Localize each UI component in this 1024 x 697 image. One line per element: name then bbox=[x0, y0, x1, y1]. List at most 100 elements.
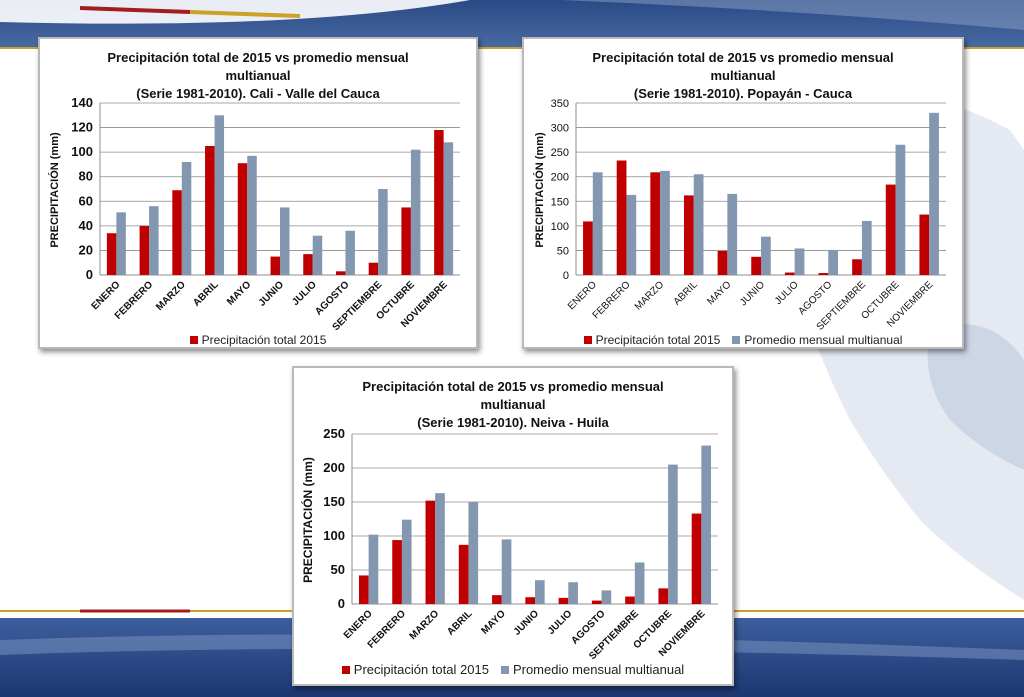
y-tick-label: 60 bbox=[79, 193, 93, 208]
bar-promedio-multianual-agosto bbox=[345, 230, 355, 275]
bar-precipitacion-2015-mayo bbox=[492, 595, 502, 604]
chart-title: Precipitación total de 2015 vs promedio … bbox=[524, 49, 962, 103]
bar-promedio-multianual-julio bbox=[568, 582, 578, 604]
bar-precipitacion-2015-abril bbox=[683, 195, 694, 275]
chart-title-line-3: (Serie 1981-2010). Cali - Valle del Cauc… bbox=[136, 86, 380, 101]
chart-title-line-1: Precipitación total de 2015 vs promedio … bbox=[362, 379, 664, 394]
bar-promedio-multianual-febrero bbox=[149, 206, 159, 275]
bar-precipitacion-2015-septiembre bbox=[368, 262, 379, 275]
x-category-label: ENERO bbox=[90, 279, 123, 312]
bar-promedio-multianual-noviembre bbox=[701, 445, 712, 604]
legend-item: Precipitación total 2015 bbox=[341, 662, 489, 677]
bar-promedio-multianual-febrero bbox=[401, 519, 412, 604]
y-tick-label: 50 bbox=[557, 245, 569, 257]
y-tick-label: 200 bbox=[323, 460, 345, 475]
x-category-label: JUNIO bbox=[738, 279, 767, 308]
bar-precipitacion-2015-abril bbox=[458, 544, 469, 604]
bar-promedio-multianual-junio bbox=[280, 207, 290, 275]
bar-precipitacion-2015-junio bbox=[525, 597, 535, 604]
bar-precipitacion-2015-febrero bbox=[616, 160, 627, 275]
legend-item: Precipitación total 2015 bbox=[189, 333, 327, 347]
bar-precipitacion-2015-agosto bbox=[335, 271, 346, 275]
y-tick-label: 100 bbox=[323, 528, 345, 543]
map-silhouette-2 bbox=[927, 324, 1024, 470]
bar-precipitacion-2015-mayo bbox=[237, 163, 248, 275]
chart-panel-popayan: Precipitación total de 2015 vs promedio … bbox=[522, 37, 964, 349]
bar-precipitacion-2015-agosto bbox=[591, 600, 602, 604]
bar-precipitacion-2015-abril bbox=[205, 146, 215, 275]
top-light-swoosh bbox=[560, 0, 1024, 30]
bar-promedio-multianual-febrero bbox=[626, 194, 637, 275]
bar-precipitacion-2015-marzo bbox=[650, 172, 661, 275]
legend-swatch bbox=[732, 335, 741, 344]
chart-title-line-2: multianual bbox=[225, 68, 291, 83]
x-category-label: JULIO bbox=[773, 279, 801, 307]
x-category-label: MARZO bbox=[408, 608, 442, 642]
bar-precipitacion-2015-mayo bbox=[717, 250, 728, 275]
legend-label: Promedio mensual multianual bbox=[744, 333, 903, 347]
x-category-label: JUNIO bbox=[512, 608, 542, 638]
bar-promedio-multianual-octubre bbox=[410, 149, 421, 275]
bar-promedio-multianual-noviembre bbox=[929, 112, 939, 275]
bar-precipitacion-2015-enero bbox=[106, 233, 117, 275]
bar-precipitacion-2015-octubre bbox=[658, 588, 669, 604]
legend-label: Promedio mensual multianual bbox=[512, 662, 685, 677]
bar-precipitacion-2015-septiembre bbox=[852, 259, 862, 275]
bar-promedio-multianual-octubre bbox=[668, 464, 678, 604]
bar-promedio-multianual-julio bbox=[312, 235, 323, 275]
y-tick-label: 20 bbox=[79, 242, 93, 257]
bar-precipitacion-2015-marzo bbox=[425, 500, 436, 604]
legend-swatch bbox=[341, 665, 350, 674]
chart-title-line-2: multianual bbox=[480, 397, 546, 412]
bar-promedio-multianual-mayo bbox=[501, 539, 512, 604]
bar-promedio-multianual-septiembre bbox=[861, 220, 872, 275]
bar-precipitacion-2015-octubre bbox=[401, 207, 411, 275]
legend-label: Precipitación total 2015 bbox=[595, 333, 721, 347]
legend-label: Precipitación total 2015 bbox=[201, 333, 327, 347]
top-gold-accent bbox=[189, 10, 301, 18]
bar-promedio-multianual-marzo bbox=[435, 493, 445, 604]
legend-swatch bbox=[500, 665, 509, 674]
y-tick-label: 100 bbox=[551, 221, 569, 233]
y-tick-label: 350 bbox=[551, 98, 569, 110]
chart-title-line-1: Precipitación total de 2015 vs promedio … bbox=[592, 50, 894, 65]
bar-promedio-multianual-enero bbox=[368, 534, 379, 604]
legend-label: Precipitación total 2015 bbox=[353, 662, 489, 677]
y-tick-label: 150 bbox=[323, 494, 345, 509]
legend-item: Precipitación total 2015 bbox=[583, 333, 721, 347]
bar-promedio-multianual-octubre bbox=[895, 144, 906, 275]
bar-promedio-multianual-abril bbox=[214, 115, 225, 276]
y-tick-label: 0 bbox=[338, 596, 345, 611]
chart-legend: Precipitación total 2015 bbox=[40, 333, 476, 347]
x-category-label: ENERO bbox=[566, 279, 599, 312]
y-tick-label: 0 bbox=[563, 270, 569, 282]
chart-title-line-3: (Serie 1981-2010). Neiva - Huila bbox=[417, 415, 609, 430]
bar-promedio-multianual-agosto bbox=[828, 249, 839, 275]
x-category-label: ENERO bbox=[342, 608, 375, 641]
chart-panel-cali: Precipitación total de 2015 vs promedio … bbox=[38, 37, 478, 349]
y-tick-label: 100 bbox=[71, 144, 93, 159]
y-tick-label: 250 bbox=[323, 426, 345, 441]
legend-item: Promedio mensual multianual bbox=[500, 662, 685, 677]
y-tick-label: 120 bbox=[71, 120, 93, 135]
y-tick-label: 50 bbox=[331, 562, 345, 577]
x-category-label: ABRIL bbox=[672, 279, 701, 308]
bar-precipitacion-2015-noviembre bbox=[434, 130, 444, 275]
x-category-label: JUNIO bbox=[257, 279, 287, 309]
x-category-label: MAYO bbox=[225, 279, 253, 307]
bar-promedio-multianual-noviembre bbox=[443, 142, 454, 275]
legend-item: Promedio mensual multianual bbox=[732, 333, 902, 347]
bar-precipitacion-2015-enero bbox=[583, 221, 593, 275]
legend-swatch bbox=[583, 335, 592, 344]
y-tick-label: 150 bbox=[551, 196, 569, 208]
bar-promedio-multianual-marzo bbox=[181, 161, 192, 275]
x-category-label: MARZO bbox=[154, 279, 188, 313]
top-red-accent bbox=[79, 6, 191, 14]
bar-precipitacion-2015-febrero bbox=[392, 540, 402, 604]
x-category-label: ABRIL bbox=[445, 608, 474, 637]
bar-promedio-multianual-julio bbox=[794, 248, 805, 275]
chart-title-line-1: Precipitación total de 2015 vs promedio … bbox=[107, 50, 409, 65]
x-category-label: JULIO bbox=[290, 279, 319, 308]
bar-promedio-multianual-mayo bbox=[727, 193, 738, 275]
